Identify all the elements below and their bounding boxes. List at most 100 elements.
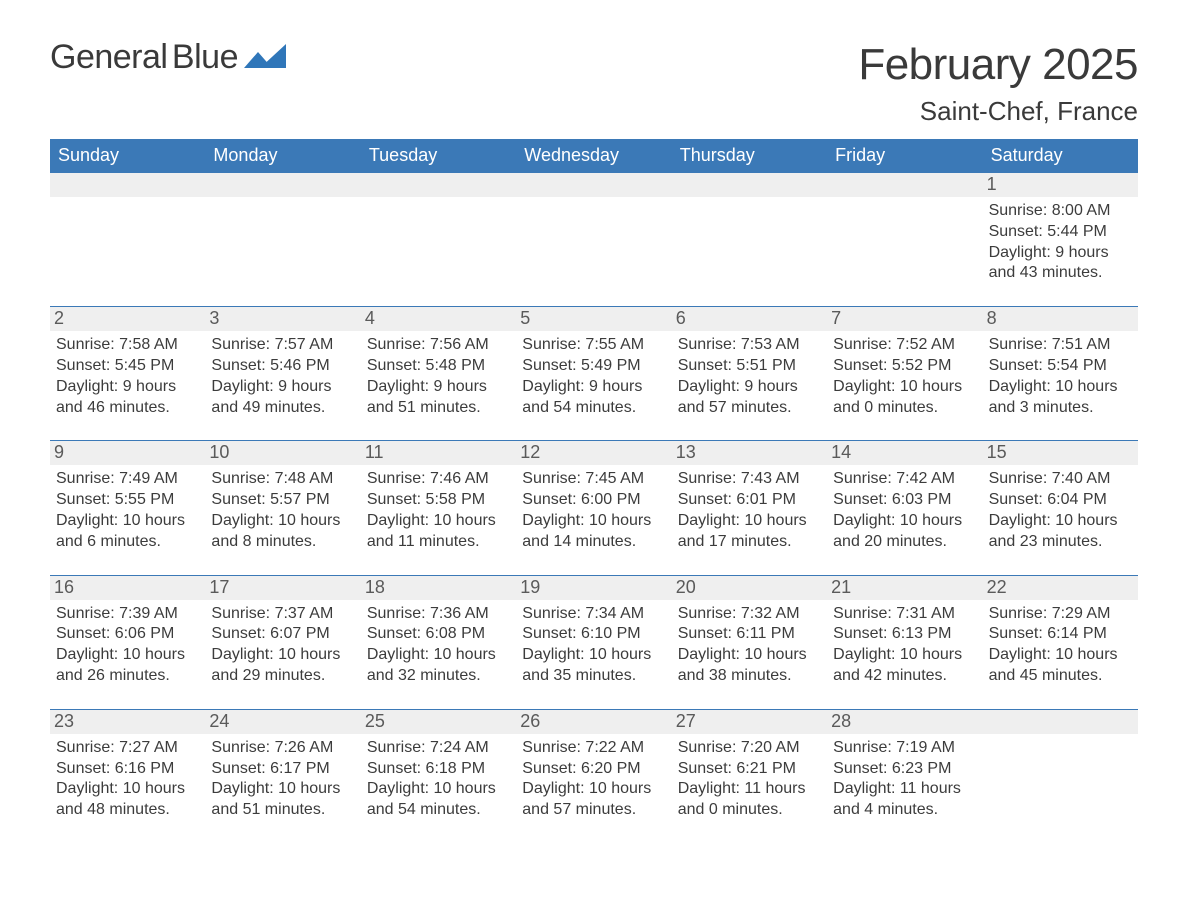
logo-flag-icon <box>244 44 286 74</box>
day-number: 18 <box>361 576 516 600</box>
sunset-line: Sunset: 5:44 PM <box>989 222 1132 243</box>
day-number: 28 <box>827 710 982 734</box>
day-number <box>827 173 982 197</box>
day-body: Sunrise: 7:48 AMSunset: 5:57 PMDaylight:… <box>209 469 354 552</box>
sunrise-line: Sunrise: 7:37 AM <box>211 604 354 625</box>
day-cell: 21Sunrise: 7:31 AMSunset: 6:13 PMDayligh… <box>827 576 982 709</box>
daylight-line: Daylight: 10 hours and 23 minutes. <box>989 511 1132 553</box>
day-cell: 23Sunrise: 7:27 AMSunset: 6:16 PMDayligh… <box>50 710 205 843</box>
weekday-header: Friday <box>827 139 982 173</box>
sunset-line: Sunset: 5:57 PM <box>211 490 354 511</box>
day-cell <box>205 173 360 306</box>
day-body: Sunrise: 7:22 AMSunset: 6:20 PMDaylight:… <box>520 738 665 821</box>
day-cell: 6Sunrise: 7:53 AMSunset: 5:51 PMDaylight… <box>672 307 827 440</box>
sunrise-line: Sunrise: 7:22 AM <box>522 738 665 759</box>
sunrise-line: Sunrise: 7:57 AM <box>211 335 354 356</box>
sunset-line: Sunset: 6:03 PM <box>833 490 976 511</box>
sunset-line: Sunset: 5:55 PM <box>56 490 199 511</box>
daylight-line: Daylight: 9 hours and 46 minutes. <box>56 377 199 419</box>
day-number: 19 <box>516 576 671 600</box>
day-cell: 3Sunrise: 7:57 AMSunset: 5:46 PMDaylight… <box>205 307 360 440</box>
day-cell <box>983 710 1138 843</box>
sunrise-line: Sunrise: 7:46 AM <box>367 469 510 490</box>
day-number <box>983 710 1138 734</box>
day-body: Sunrise: 8:00 AMSunset: 5:44 PMDaylight:… <box>987 201 1132 284</box>
calendar: Sunday Monday Tuesday Wednesday Thursday… <box>50 139 1138 843</box>
daylight-line: Daylight: 10 hours and 45 minutes. <box>989 645 1132 687</box>
day-cell: 1Sunrise: 8:00 AMSunset: 5:44 PMDaylight… <box>983 173 1138 306</box>
weekday-header: Sunday <box>50 139 205 173</box>
month-title: February 2025 <box>858 40 1138 90</box>
sunset-line: Sunset: 6:08 PM <box>367 624 510 645</box>
week-row: 9Sunrise: 7:49 AMSunset: 5:55 PMDaylight… <box>50 440 1138 574</box>
weekday-header: Saturday <box>983 139 1138 173</box>
sunset-line: Sunset: 6:20 PM <box>522 759 665 780</box>
sunset-line: Sunset: 6:18 PM <box>367 759 510 780</box>
weekday-header: Tuesday <box>361 139 516 173</box>
sunrise-line: Sunrise: 7:43 AM <box>678 469 821 490</box>
daylight-line: Daylight: 10 hours and 6 minutes. <box>56 511 199 553</box>
day-body: Sunrise: 7:55 AMSunset: 5:49 PMDaylight:… <box>520 335 665 418</box>
sunset-line: Sunset: 5:54 PM <box>989 356 1132 377</box>
day-number: 22 <box>983 576 1138 600</box>
day-body: Sunrise: 7:40 AMSunset: 6:04 PMDaylight:… <box>987 469 1132 552</box>
sunrise-line: Sunrise: 7:36 AM <box>367 604 510 625</box>
day-cell: 22Sunrise: 7:29 AMSunset: 6:14 PMDayligh… <box>983 576 1138 709</box>
day-cell: 14 Sunrise: 7:42 AMSunset: 6:03 PMDayligh… <box>827 441 982 574</box>
day-number: 20 <box>672 576 827 600</box>
day-cell: 25 Sunrise: 7:24 AMSunset: 6:18 PMDayligh… <box>361 710 516 843</box>
sunset-line: Sunset: 6:04 PM <box>989 490 1132 511</box>
day-cell: 8Sunrise: 7:51 AMSunset: 5:54 PMDaylight… <box>983 307 1138 440</box>
day-number: 25 <box>361 710 516 734</box>
day-body: Sunrise: 7:42 AMSunset: 6:03 PMDaylight:… <box>831 469 976 552</box>
day-number: 12 <box>516 441 671 465</box>
day-cell: 27Sunrise: 7:20 AMSunset: 6:21 PMDayligh… <box>672 710 827 843</box>
day-number: 11 <box>361 441 516 465</box>
day-body: Sunrise: 7:34 AMSunset: 6:10 PMDaylight:… <box>520 604 665 687</box>
day-number <box>516 173 671 197</box>
daylight-line: Daylight: 10 hours and 54 minutes. <box>367 779 510 821</box>
day-number: 3 <box>205 307 360 331</box>
day-number: 24 <box>205 710 360 734</box>
daylight-line: Daylight: 10 hours and 26 minutes. <box>56 645 199 687</box>
week-row: 2 Sunrise: 7:58 AMSunset: 5:45 PMDaylight… <box>50 306 1138 440</box>
day-body: Sunrise: 7:43 AMSunset: 6:01 PMDaylight:… <box>676 469 821 552</box>
sunrise-line: Sunrise: 7:48 AM <box>211 469 354 490</box>
day-number: 14 <box>827 441 982 465</box>
weekday-header-row: Sunday Monday Tuesday Wednesday Thursday… <box>50 139 1138 173</box>
sunrise-line: Sunrise: 7:19 AM <box>833 738 976 759</box>
day-number: 2 <box>50 307 205 331</box>
title-block: February 2025 Saint-Chef, France <box>858 40 1138 127</box>
day-body: Sunrise: 7:32 AMSunset: 6:11 PMDaylight:… <box>676 604 821 687</box>
daylight-line: Daylight: 11 hours and 4 minutes. <box>833 779 976 821</box>
day-number: 15 <box>983 441 1138 465</box>
sunrise-line: Sunrise: 7:56 AM <box>367 335 510 356</box>
day-cell: 5Sunrise: 7:55 AMSunset: 5:49 PMDaylight… <box>516 307 671 440</box>
day-body: Sunrise: 7:26 AMSunset: 6:17 PMDaylight:… <box>209 738 354 821</box>
day-cell: 15 Sunrise: 7:40 AMSunset: 6:04 PMDayligh… <box>983 441 1138 574</box>
sunrise-line: Sunrise: 7:39 AM <box>56 604 199 625</box>
week-row: 16Sunrise: 7:39 AMSunset: 6:06 PMDayligh… <box>50 575 1138 709</box>
sunset-line: Sunset: 5:52 PM <box>833 356 976 377</box>
week-row: 23Sunrise: 7:27 AMSunset: 6:16 PMDayligh… <box>50 709 1138 843</box>
sunrise-line: Sunrise: 7:52 AM <box>833 335 976 356</box>
day-cell: 24 Sunrise: 7:26 AMSunset: 6:17 PMDayligh… <box>205 710 360 843</box>
day-number: 17 <box>205 576 360 600</box>
daylight-line: Daylight: 10 hours and 42 minutes. <box>833 645 976 687</box>
day-cell <box>50 173 205 306</box>
sunset-line: Sunset: 6:21 PM <box>678 759 821 780</box>
sunset-line: Sunset: 6:11 PM <box>678 624 821 645</box>
sunrise-line: Sunrise: 7:55 AM <box>522 335 665 356</box>
day-body: Sunrise: 7:45 AMSunset: 6:00 PMDaylight:… <box>520 469 665 552</box>
logo: General Blue <box>50 40 286 74</box>
daylight-line: Daylight: 10 hours and 38 minutes. <box>678 645 821 687</box>
day-body: Sunrise: 7:56 AMSunset: 5:48 PMDaylight:… <box>365 335 510 418</box>
day-number <box>50 173 205 197</box>
day-body: Sunrise: 7:58 AMSunset: 5:45 PMDaylight:… <box>54 335 199 418</box>
day-number <box>361 173 516 197</box>
daylight-line: Daylight: 9 hours and 57 minutes. <box>678 377 821 419</box>
sunset-line: Sunset: 6:00 PM <box>522 490 665 511</box>
sunrise-line: Sunrise: 7:24 AM <box>367 738 510 759</box>
day-body: Sunrise: 7:52 AMSunset: 5:52 PMDaylight:… <box>831 335 976 418</box>
sunset-line: Sunset: 5:49 PM <box>522 356 665 377</box>
